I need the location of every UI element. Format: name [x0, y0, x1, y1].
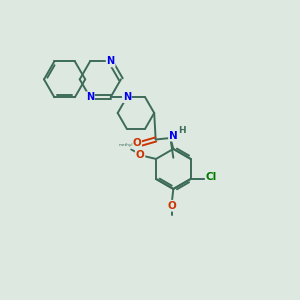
Text: H: H — [178, 126, 185, 135]
Text: methyl: methyl — [119, 143, 133, 147]
Text: N: N — [123, 92, 131, 102]
Text: O: O — [167, 201, 176, 211]
Text: O: O — [136, 149, 145, 160]
Text: N: N — [86, 92, 94, 102]
Text: N: N — [106, 56, 115, 67]
Text: O: O — [132, 138, 141, 148]
Text: N: N — [169, 131, 178, 141]
Text: Cl: Cl — [206, 172, 217, 182]
